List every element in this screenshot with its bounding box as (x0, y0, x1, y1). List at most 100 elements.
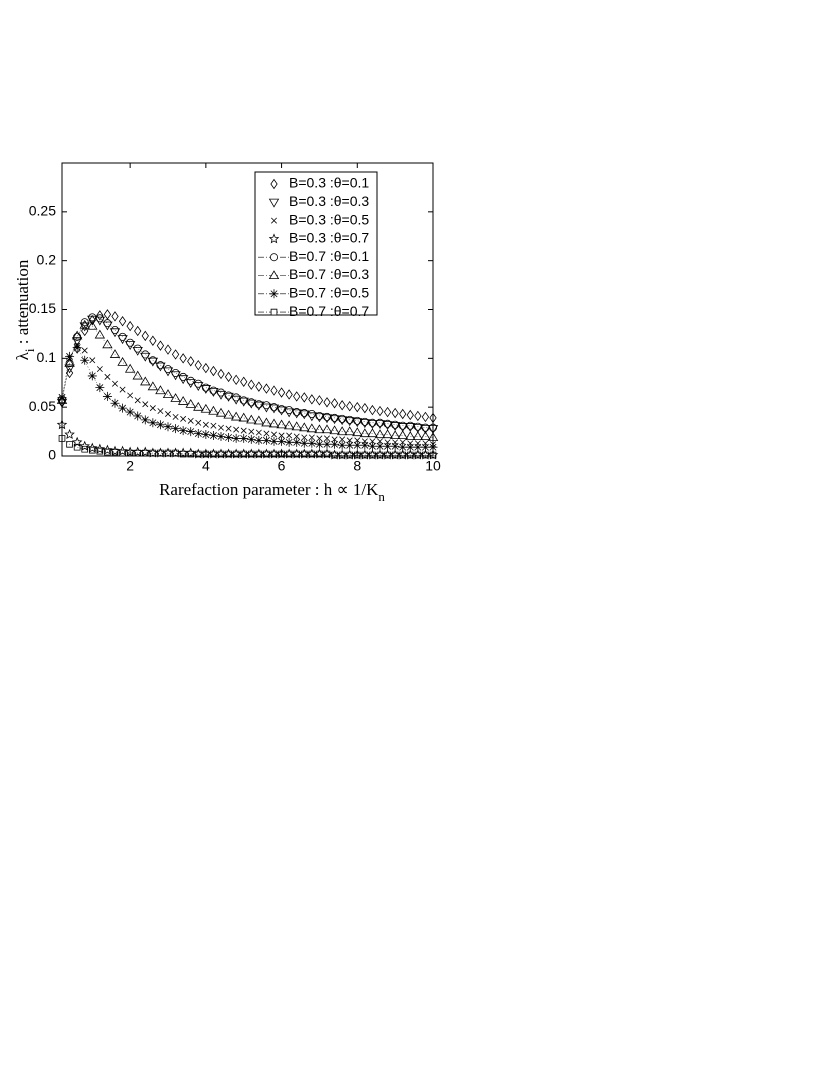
marker (224, 371, 233, 383)
marker (95, 383, 105, 393)
marker (102, 339, 113, 349)
marker (420, 425, 431, 434)
marker (399, 451, 407, 459)
x-label-text: Rarefaction parameter : h ∝ 1/K (159, 480, 379, 499)
x-tick-label: 10 (425, 458, 441, 474)
marker (277, 387, 286, 398)
marker (429, 451, 437, 459)
legend-marker (268, 198, 280, 208)
legend-marker (270, 253, 279, 262)
marker (171, 424, 181, 434)
x-tick-label: 2 (126, 458, 134, 474)
marker (301, 434, 308, 441)
marker (94, 443, 106, 454)
marker (134, 325, 142, 337)
marker (361, 451, 369, 459)
marker (133, 411, 143, 421)
marker (413, 422, 422, 431)
marker (322, 439, 332, 449)
marker (201, 383, 210, 392)
marker (255, 429, 262, 436)
marker (240, 376, 248, 387)
marker (58, 435, 66, 442)
marker (94, 329, 106, 339)
marker (209, 386, 218, 395)
marker (399, 439, 406, 446)
marker (155, 420, 165, 430)
y-tick-label: 0.15 (29, 300, 56, 316)
marker (126, 449, 134, 457)
marker (64, 364, 75, 374)
marker (155, 385, 166, 395)
marker (345, 440, 355, 450)
marker (57, 392, 67, 402)
marker (119, 449, 126, 457)
marker (157, 449, 164, 457)
marker (406, 421, 415, 430)
marker (223, 392, 234, 402)
marker (104, 448, 111, 456)
marker (96, 447, 104, 455)
marker (353, 401, 361, 413)
marker (179, 450, 187, 458)
marker (391, 420, 400, 429)
marker (239, 396, 248, 405)
marker (291, 421, 302, 431)
x-label-sub: n (378, 489, 385, 504)
series-line (61, 324, 434, 438)
marker (389, 430, 401, 440)
marker (201, 430, 211, 440)
marker (246, 434, 256, 444)
marker (323, 397, 331, 408)
marker (231, 433, 241, 443)
marker (412, 424, 424, 433)
marker (193, 429, 203, 439)
marker (217, 388, 226, 397)
y-tick-label: 0.25 (29, 203, 56, 219)
marker (179, 372, 188, 381)
marker (360, 440, 370, 450)
marker (149, 405, 156, 412)
marker (360, 417, 369, 426)
marker (293, 433, 300, 440)
marker (111, 311, 119, 322)
marker (149, 449, 157, 457)
y-axis-label: λi : attenuation (13, 259, 37, 360)
marker (200, 403, 212, 413)
marker (247, 398, 256, 407)
marker (156, 361, 165, 370)
y-tick-label: 0.2 (37, 251, 57, 267)
marker (406, 409, 414, 421)
marker (117, 356, 128, 366)
marker (405, 442, 415, 452)
marker (253, 415, 265, 425)
marker (406, 451, 414, 459)
marker (420, 442, 430, 452)
marker (142, 401, 149, 408)
marker (185, 398, 196, 408)
marker (428, 442, 438, 452)
marker (339, 436, 346, 443)
marker (164, 449, 172, 457)
marker (232, 374, 240, 386)
marker (104, 373, 111, 380)
marker (88, 446, 96, 454)
x-tick-label: 8 (353, 458, 361, 474)
marker (186, 376, 195, 385)
x-tick-label: 6 (278, 458, 286, 474)
marker (66, 440, 73, 448)
marker (141, 330, 149, 342)
marker (353, 416, 362, 425)
marker (270, 450, 278, 458)
marker (118, 332, 127, 341)
marker (240, 450, 248, 458)
marker (194, 450, 202, 458)
marker (110, 398, 120, 408)
marker (369, 438, 376, 445)
marker (413, 442, 423, 452)
marker (124, 363, 136, 373)
marker (330, 398, 339, 409)
marker (248, 428, 255, 435)
marker (64, 357, 75, 367)
marker (149, 335, 157, 346)
